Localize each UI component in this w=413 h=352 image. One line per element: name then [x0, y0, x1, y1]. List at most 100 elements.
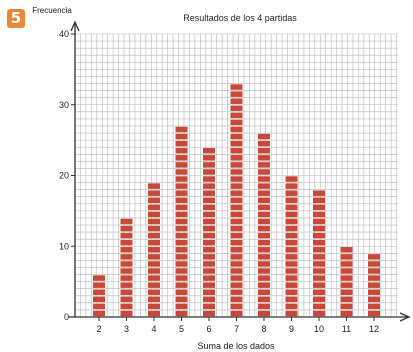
bar-segment — [148, 310, 160, 317]
bar-segment — [93, 282, 105, 288]
bar-segment — [230, 218, 243, 225]
bar-segment — [285, 211, 298, 218]
bar-segment — [285, 204, 298, 211]
bar-segment — [148, 225, 160, 232]
bar-segment — [230, 261, 243, 267]
bar-segment — [313, 289, 325, 295]
bar-segment — [313, 303, 325, 310]
y-axis-label: Frecuencia — [32, 6, 72, 15]
bar-segment — [285, 296, 298, 303]
bar-segment — [203, 296, 215, 303]
bar-segment — [203, 197, 215, 203]
bar-segment — [340, 261, 353, 267]
bar-segment — [313, 275, 325, 281]
bar-segment — [203, 232, 215, 239]
y-tick-label: 30 — [59, 100, 69, 110]
bar-segment — [230, 133, 243, 140]
bar-segment — [230, 91, 243, 97]
bar-segment — [203, 204, 215, 211]
bar-segment — [285, 261, 298, 267]
bar-segment — [313, 232, 325, 239]
y-tick-label: 10 — [59, 241, 69, 251]
bar-segment — [93, 296, 105, 303]
bar-segment — [230, 169, 243, 175]
bar-segment — [203, 162, 215, 168]
bar-segment — [285, 218, 298, 225]
bar-4 — [148, 183, 160, 317]
bar-segment — [230, 289, 243, 295]
bar-segment — [258, 296, 270, 303]
bar-segment — [148, 204, 160, 211]
bar-segment — [340, 275, 353, 281]
bar-segment — [285, 268, 298, 274]
bar-segment — [230, 225, 243, 232]
bar-segment — [313, 218, 325, 225]
bar-segment — [148, 261, 160, 267]
bar-segment — [230, 119, 243, 126]
bar-segment — [258, 197, 270, 203]
bar-segment — [340, 303, 353, 310]
bar-2 — [93, 275, 105, 317]
bar-segment — [285, 303, 298, 310]
bar-segment — [285, 289, 298, 295]
bar-segment — [175, 211, 188, 218]
bar-segment — [203, 183, 215, 189]
bar-segment — [93, 289, 105, 295]
x-tick-label: 9 — [289, 324, 294, 334]
bar-segment — [175, 169, 188, 175]
bar-segment — [120, 268, 133, 274]
bar-segment — [203, 289, 215, 295]
bar-segment — [368, 254, 380, 260]
bar-segment — [258, 282, 270, 288]
bar-segment — [120, 261, 133, 267]
bar-segment — [340, 268, 353, 274]
bar-segment — [258, 169, 270, 175]
x-tick-label: 7 — [234, 324, 239, 334]
bar-segment — [148, 275, 160, 281]
bar-segment — [175, 133, 188, 140]
bar-segment — [285, 254, 298, 260]
bar-segment — [120, 225, 133, 232]
y-tick-label: 0 — [64, 312, 69, 322]
bar-segment — [203, 225, 215, 232]
bar-segment — [148, 289, 160, 295]
bar-segment — [230, 197, 243, 203]
bar-segment — [203, 239, 215, 246]
bar-segment — [285, 310, 298, 317]
bar-segment — [313, 310, 325, 317]
bar-segment — [120, 254, 133, 260]
chart-title: Resultados de los 4 partidas — [183, 13, 297, 23]
bar-segment — [258, 211, 270, 218]
bar-segment — [230, 268, 243, 274]
bar-segment — [148, 254, 160, 260]
bar-segment — [340, 247, 353, 253]
bar-segment — [148, 218, 160, 225]
bar-segment — [175, 232, 188, 239]
bar-segment — [313, 268, 325, 274]
bar-segment — [203, 218, 215, 225]
bar-segment — [313, 211, 325, 218]
x-tick-label: 8 — [261, 324, 266, 334]
bar-segment — [148, 190, 160, 196]
bar-segment — [285, 197, 298, 203]
bar-segment — [203, 211, 215, 218]
bar-segment — [230, 126, 243, 133]
bar-segment — [148, 211, 160, 218]
bar-segment — [230, 190, 243, 196]
bar-segment — [175, 155, 188, 161]
x-tick-label: 6 — [206, 324, 211, 334]
bar-11 — [340, 247, 353, 317]
bar-segment — [285, 225, 298, 232]
bar-segment — [230, 204, 243, 211]
bar-segment — [258, 133, 270, 140]
bar-segment — [203, 247, 215, 253]
bar-8 — [258, 133, 270, 317]
bar-3 — [120, 218, 133, 317]
bar-segment — [313, 197, 325, 203]
bar-segment — [203, 155, 215, 161]
x-tick-labels: 2 3 4 5 6 7 8 9 10 11 12 — [96, 324, 379, 334]
x-tick-label: 2 — [96, 324, 101, 334]
bar-segment — [93, 303, 105, 310]
bar-segment — [285, 239, 298, 246]
bar-segment — [258, 303, 270, 310]
